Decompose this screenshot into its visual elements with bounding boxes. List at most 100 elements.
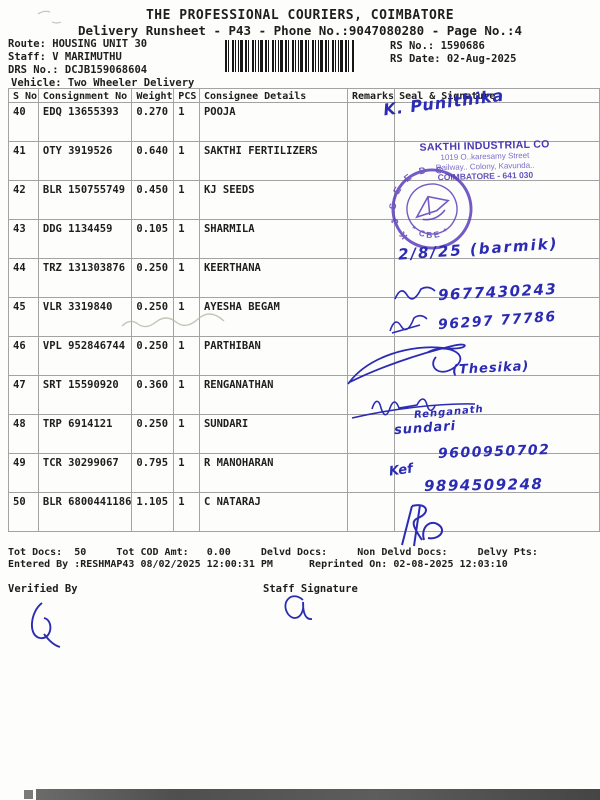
cell-pcs: 1 <box>173 453 200 493</box>
table-row: 42 BLR 150755749 0.450 1 KJ SEEDS <box>8 180 600 220</box>
cell-consignment: TRP 6914121 <box>37 414 133 454</box>
cell-sno: 48 <box>8 414 39 454</box>
header-consignee: Consignee Details <box>198 88 348 103</box>
cell-sno: 47 <box>8 375 39 415</box>
cell-sno: 44 <box>8 258 39 298</box>
cell-weight: 0.640 <box>131 141 175 181</box>
cell-remarks <box>346 180 396 220</box>
cell-consignment: EDQ 13655393 <box>37 102 133 142</box>
sakthi-industrial-stamp: SAKTHI INDUSTRIAL CO 1019 O..karesamy St… <box>377 137 592 184</box>
staff-label: Staff: <box>8 51 46 63</box>
cell-pcs: 1 <box>173 297 200 337</box>
cell-weight: 0.795 <box>131 453 175 493</box>
scan-edge-strip <box>36 789 600 800</box>
cell-seal <box>394 453 600 493</box>
cell-sno: 42 <box>8 180 39 220</box>
cell-consignee: POOJA <box>198 102 348 142</box>
entered-by: Entered By :RESHMAP43 08/02/2025 12:00:3… <box>8 559 273 570</box>
staff-signature-mark <box>284 595 313 620</box>
cell-weight: 0.250 <box>131 414 175 454</box>
cell-consignee: RENGANATHAN <box>198 375 348 415</box>
cell-consignment: SRT 15590920 <box>37 375 133 415</box>
cell-sno: 41 <box>8 141 39 181</box>
table-row: 50 BLR 6800441186 1.105 1 C NATARAJ <box>8 492 600 532</box>
handwritten-phone-row49: 9894509248 <box>423 474 544 496</box>
cell-pcs: 1 <box>173 219 200 259</box>
cell-weight: 0.105 <box>131 219 175 259</box>
document-title: THE PROFESSIONAL COURIERS, COIMBATORE <box>145 8 455 23</box>
cell-pcs: 1 <box>173 414 200 454</box>
cell-weight: 0.360 <box>131 375 175 415</box>
runsheet-table: S No Consignment No Weight PCS Consignee… <box>8 88 600 532</box>
table-row: 49 TCR 30299067 0.795 1 R MANOHARAN <box>8 453 600 493</box>
cell-pcs: 1 <box>173 141 200 181</box>
rs-no-label: RS No.: <box>390 40 435 52</box>
cell-sno: 49 <box>8 453 39 493</box>
table-row: 40 EDQ 13655393 0.270 1 POOJA <box>8 102 600 142</box>
table-row: 43 DDG 1134459 0.105 1 SHARMILA <box>8 219 600 259</box>
cell-consignment: VPL 952846744 <box>37 336 133 376</box>
staff-line: Staff: V MARIMUTHU <box>8 51 122 63</box>
cell-sno: 43 <box>8 219 39 259</box>
cell-pcs: 1 <box>173 180 200 220</box>
cell-seal <box>394 414 600 454</box>
cell-weight: 0.270 <box>131 102 175 142</box>
route-line: Route: HOUSING UNIT 30 <box>8 38 147 50</box>
cell-remarks <box>346 297 396 337</box>
vehicle-value: Two Wheeler Delivery <box>67 77 195 89</box>
entered-line: Entered By :RESHMAP43 08/02/2025 12:00:3… <box>8 559 508 570</box>
cell-remarks <box>346 453 396 493</box>
cell-remarks <box>346 492 396 532</box>
cell-consignee: AYESHA BEGAM <box>198 297 348 337</box>
drs-line: DRS No.: DCJB159068604 <box>8 64 147 76</box>
cell-consignee: SAKTHI FERTILIZERS <box>198 141 348 181</box>
runsheet-barcode <box>225 40 355 72</box>
drs-label: DRS No.: <box>8 64 59 76</box>
tot-docs-value: 50 <box>74 547 87 558</box>
cell-consignee: KJ SEEDS <box>198 180 348 220</box>
cell-pcs: 1 <box>173 258 200 298</box>
cell-consignee: PARTHIBAN <box>198 336 348 376</box>
document-subtitle: Delivery Runsheet - P43 - Phone No.:9047… <box>77 23 522 38</box>
scan-artifact-chip <box>24 790 33 799</box>
cell-seal <box>394 180 600 220</box>
tot-docs-label: Tot Docs: <box>8 547 63 558</box>
delvy-pts-label: Delvy Pts: <box>477 547 538 558</box>
cod-value: 0.00 <box>206 547 231 558</box>
cell-consignee: C NATARAJ <box>198 492 348 532</box>
cell-remarks <box>346 258 396 298</box>
rs-date-label: RS Date: <box>390 53 441 65</box>
cell-consignment: BLR 6800441186 <box>37 492 133 532</box>
cell-weight: 0.250 <box>131 297 175 337</box>
cell-sno: 40 <box>8 102 39 142</box>
rs-date-line: RS Date: 02-Aug-2025 <box>390 53 516 65</box>
header-weight: Weight <box>131 88 175 103</box>
cell-pcs: 1 <box>173 102 200 142</box>
cell-sno: 50 <box>8 492 39 532</box>
cell-seal <box>394 492 600 532</box>
rs-date-value: 02-Aug-2025 <box>446 53 517 65</box>
non-delvd-label: Non Delvd Docs: <box>357 547 448 558</box>
cell-weight: 1.105 <box>131 492 175 532</box>
cell-consignee: KEERTHANA <box>198 258 348 298</box>
cell-consignment: DDG 1134459 <box>37 219 133 259</box>
cell-consignment: TRZ 131303876 <box>37 258 133 298</box>
cell-pcs: 1 <box>173 336 200 376</box>
cell-consignment: OTY 3919526 <box>37 141 133 181</box>
cell-pcs: 1 <box>173 492 200 532</box>
cell-remarks <box>346 219 396 259</box>
cell-pcs: 1 <box>173 375 200 415</box>
table-header-row: S No Consignment No Weight PCS Consignee… <box>8 88 600 103</box>
rs-no-value: 1590686 <box>440 40 485 52</box>
route-value: HOUSING UNIT 30 <box>52 38 148 50</box>
vehicle-line: Vehicle: Two Wheeler Delivery <box>11 77 194 89</box>
header-sno: S No <box>8 88 39 103</box>
cell-sno: 45 <box>8 297 39 337</box>
route-label: Route: <box>8 38 46 50</box>
cell-weight: 0.450 <box>131 180 175 220</box>
table-row: 47 SRT 15590920 0.360 1 RENGANATHAN <box>8 375 600 415</box>
cell-weight: 0.250 <box>131 258 175 298</box>
rs-no-line: RS No.: 1590686 <box>390 40 485 52</box>
table-row: 45 VLR 3319840 0.250 1 AYESHA BEGAM <box>8 297 600 337</box>
